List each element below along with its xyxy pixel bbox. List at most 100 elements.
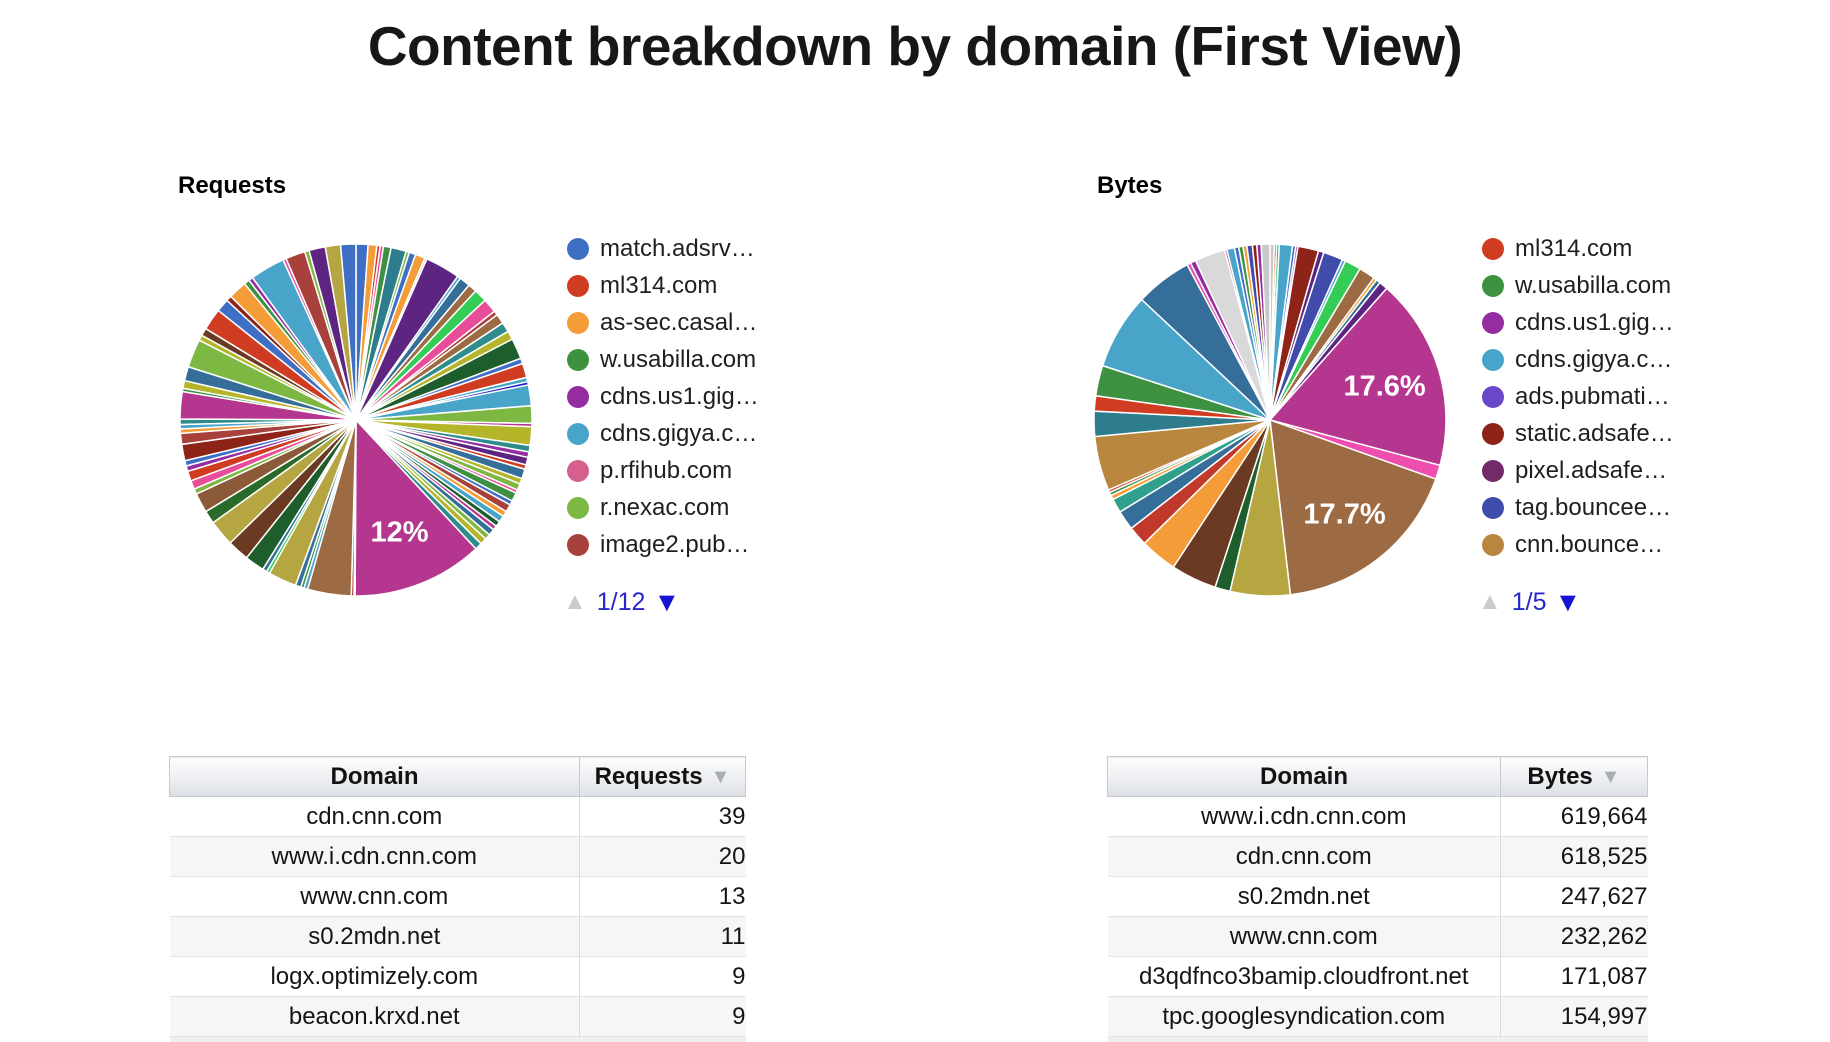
legend-page-up-icon[interactable]: ▲ bbox=[1478, 588, 1502, 615]
legend-item[interactable]: r.nexac.com bbox=[567, 489, 759, 526]
domain-cell: www.cnn.com bbox=[1107, 916, 1501, 957]
domain-cell: logx.optimizely.com bbox=[169, 956, 580, 997]
legend-color-dot-icon bbox=[567, 422, 589, 445]
legend-label: ads.pubmati… bbox=[1515, 382, 1670, 410]
legend-color-dot-icon bbox=[1482, 385, 1504, 408]
column-header-value-sorted[interactable]: Requests ▼ bbox=[579, 756, 746, 797]
pie-slice[interactable] bbox=[339, 243, 357, 421]
table-row-partial bbox=[169, 1036, 746, 1042]
chart-title-requests: Requests bbox=[178, 172, 287, 199]
legend-label: match.adsrv… bbox=[600, 234, 755, 262]
legend-page-down-icon[interactable]: ▼ bbox=[653, 586, 681, 617]
value-cell: 619,664 bbox=[1500, 796, 1648, 837]
pie-slice[interactable] bbox=[1260, 243, 1271, 421]
legend-item[interactable]: pixel.adsafe… bbox=[1482, 452, 1674, 489]
legend-item[interactable]: cdns.gigya.c… bbox=[567, 415, 759, 452]
requests-table: Domain Requests ▼ cdn.cnn.com 39 www.i.cdn.cn… bbox=[169, 756, 746, 1042]
table-row: s0.2mdn.net 247,627 bbox=[1107, 876, 1648, 917]
column-header-value-sorted[interactable]: Bytes ▼ bbox=[1500, 756, 1648, 797]
table-row: www.cnn.com 13 bbox=[169, 876, 746, 917]
table-row: www.i.cdn.cnn.com 20 bbox=[169, 836, 746, 877]
column-header-label: Requests bbox=[594, 762, 703, 790]
bytes-legend-pager: ▲ 1/5 ▼ bbox=[1478, 585, 1581, 619]
requests-pie-chart[interactable]: 12% bbox=[176, 240, 536, 600]
bytes-pie-chart[interactable]: 17.6% 17.7% bbox=[1090, 240, 1450, 600]
value-cell: 13 bbox=[579, 876, 746, 917]
chart-title-bytes: Bytes bbox=[1097, 172, 1163, 199]
legend-color-dot-icon bbox=[1482, 311, 1504, 334]
pie-slice[interactable] bbox=[354, 418, 477, 597]
legend-color-dot-icon bbox=[567, 496, 589, 519]
sort-descending-icon[interactable]: ▼ bbox=[710, 765, 731, 788]
table-header-row: Domain Requests ▼ bbox=[169, 756, 746, 797]
legend-label: r.nexac.com bbox=[600, 493, 730, 521]
bytes-table: Domain Bytes ▼ www.i.cdn.cnn.com 619,664 cdn.… bbox=[1107, 756, 1648, 1042]
legend-item[interactable]: static.adsafe… bbox=[1482, 415, 1674, 452]
table-row: tpc.googlesyndication.com 154,997 bbox=[1107, 996, 1648, 1037]
legend-color-dot-icon bbox=[1482, 274, 1504, 297]
legend-label: cdns.gigya.c… bbox=[600, 419, 758, 447]
table-row: logx.optimizely.com 9 bbox=[169, 956, 746, 997]
table-header-row: Domain Bytes ▼ bbox=[1107, 756, 1648, 797]
legend-color-dot-icon bbox=[567, 311, 589, 334]
domain-cell: www.i.cdn.cnn.com bbox=[1107, 796, 1501, 837]
bytes-legend: ml314.com w.usabilla.com cdns.us1.gig… cdns… bbox=[1482, 230, 1674, 563]
legend-item[interactable]: cdns.us1.gig… bbox=[1482, 304, 1674, 341]
column-header-domain[interactable]: Domain bbox=[169, 756, 580, 797]
column-header-domain[interactable]: Domain bbox=[1107, 756, 1501, 797]
requests-legend-pager: ▲ 1/12 ▼ bbox=[563, 585, 680, 619]
legend-label: image2.pub… bbox=[600, 530, 750, 558]
legend-label: cnn.bounce… bbox=[1515, 530, 1664, 558]
legend-label: cdns.us1.gig… bbox=[600, 382, 759, 410]
legend-page-up-icon[interactable]: ▲ bbox=[563, 588, 587, 615]
table-row: beacon.krxd.net 9 bbox=[169, 996, 746, 1037]
legend-item[interactable]: w.usabilla.com bbox=[567, 341, 759, 378]
legend-item[interactable]: as-sec.casal… bbox=[567, 304, 759, 341]
legend-color-dot-icon bbox=[1482, 237, 1504, 260]
legend-item[interactable]: cdns.us1.gig… bbox=[567, 378, 759, 415]
domain-cell: s0.2mdn.net bbox=[1107, 876, 1501, 917]
sort-descending-icon[interactable]: ▼ bbox=[1600, 765, 1621, 788]
column-header-label: Bytes bbox=[1527, 762, 1593, 790]
legend-color-dot-icon bbox=[567, 533, 589, 556]
legend-item[interactable]: ml314.com bbox=[1482, 230, 1674, 267]
legend-item[interactable]: tag.bouncee… bbox=[1482, 489, 1674, 526]
legend-item[interactable]: ads.pubmati… bbox=[1482, 378, 1674, 415]
legend-item[interactable]: w.usabilla.com bbox=[1482, 267, 1674, 304]
pie-percent-label: 12% bbox=[370, 517, 428, 549]
domain-cell: cdn.cnn.com bbox=[1107, 836, 1501, 877]
legend-color-dot-icon bbox=[567, 385, 589, 408]
table-row: s0.2mdn.net 11 bbox=[169, 916, 746, 957]
pie-percent-label: 17.7% bbox=[1303, 499, 1385, 531]
legend-color-dot-icon bbox=[567, 237, 589, 260]
table-row: d3qdfnco3bamip.cloudfront.net 171,087 bbox=[1107, 956, 1648, 997]
value-cell: 9 bbox=[579, 996, 746, 1037]
legend-page-down-icon[interactable]: ▼ bbox=[1554, 586, 1582, 617]
legend-item[interactable]: cnn.bounce… bbox=[1482, 526, 1674, 563]
partial-row-cell bbox=[1107, 1036, 1648, 1042]
domain-cell: www.i.cdn.cnn.com bbox=[169, 836, 580, 877]
legend-item[interactable]: ml314.com bbox=[567, 267, 759, 304]
legend-item[interactable]: p.rfihub.com bbox=[567, 452, 759, 489]
domain-cell: tpc.googlesyndication.com bbox=[1107, 996, 1501, 1037]
value-cell: 11 bbox=[579, 916, 746, 957]
legend-label: w.usabilla.com bbox=[1515, 271, 1672, 299]
value-cell: 232,262 bbox=[1500, 916, 1648, 957]
table-row: cdn.cnn.com 39 bbox=[169, 796, 746, 837]
legend-item[interactable]: image2.pub… bbox=[567, 526, 759, 563]
legend-label: p.rfihub.com bbox=[600, 456, 733, 484]
value-cell: 39 bbox=[579, 796, 746, 837]
legend-item[interactable]: match.adsrv… bbox=[567, 230, 759, 267]
legend-label: cdns.gigya.c… bbox=[1515, 345, 1673, 373]
domain-cell: s0.2mdn.net bbox=[169, 916, 580, 957]
pie-slice[interactable] bbox=[1268, 287, 1447, 467]
legend-label: w.usabilla.com bbox=[600, 345, 757, 373]
legend-item[interactable]: cdns.gigya.c… bbox=[1482, 341, 1674, 378]
pie-slice[interactable] bbox=[1269, 418, 1437, 596]
legend-label: cdns.us1.gig… bbox=[1515, 308, 1674, 336]
legend-page-indicator: 1/12 bbox=[596, 587, 646, 616]
page-title: Content breakdown by domain (First View) bbox=[367, 15, 1463, 77]
requests-legend: match.adsrv… ml314.com as-sec.casal… w.usab… bbox=[567, 230, 759, 563]
partial-row-cell bbox=[169, 1036, 746, 1042]
